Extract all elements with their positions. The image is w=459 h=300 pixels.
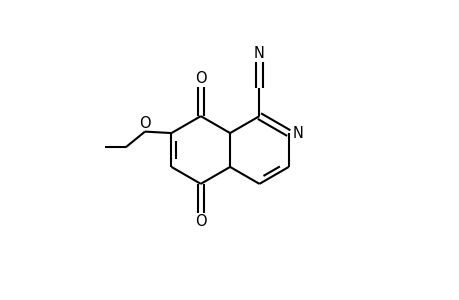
Text: N: N bbox=[253, 46, 264, 61]
Text: O: O bbox=[195, 71, 206, 86]
Text: N: N bbox=[292, 126, 303, 141]
Text: O: O bbox=[139, 116, 151, 131]
Text: O: O bbox=[195, 214, 206, 229]
